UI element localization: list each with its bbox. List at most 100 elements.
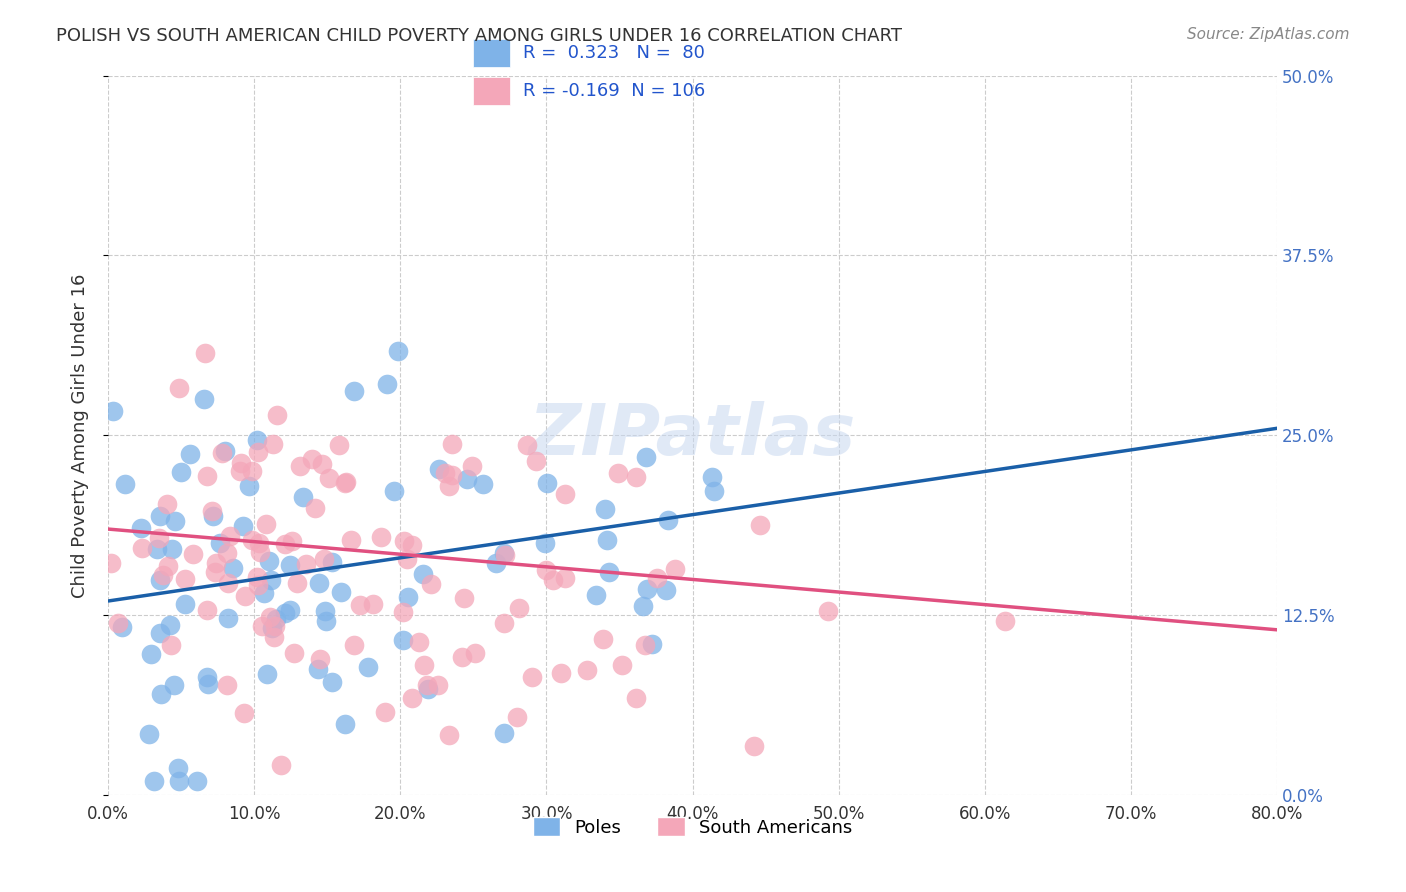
Point: [391, 606, 413, 620]
Point: [333, 475, 356, 490]
Point: [160, 542, 183, 557]
Point: [817, 604, 839, 618]
Point: [270, 758, 292, 772]
Point: [111, 620, 134, 634]
Point: [328, 438, 350, 452]
Point: [536, 476, 558, 491]
Point: [520, 670, 543, 684]
Point: [149, 626, 172, 640]
Point: [453, 591, 475, 605]
Point: [343, 639, 366, 653]
Text: Source: ZipAtlas.com: Source: ZipAtlas.com: [1187, 27, 1350, 42]
Point: [202, 509, 225, 524]
Point: [233, 706, 256, 720]
Point: [159, 617, 181, 632]
Point: [461, 459, 484, 474]
Point: [221, 561, 243, 575]
Point: [534, 535, 557, 549]
Point: [634, 638, 657, 652]
Point: [195, 469, 218, 483]
Point: [253, 585, 276, 599]
Point: [440, 437, 463, 451]
Point: [281, 533, 304, 548]
Point: [238, 479, 260, 493]
Point: [208, 535, 231, 549]
Point: [387, 343, 409, 358]
Point: [349, 598, 371, 612]
Point: [394, 534, 416, 549]
Point: [274, 537, 297, 551]
Text: ZIPatlas: ZIPatlas: [529, 401, 856, 470]
Point: [471, 477, 494, 491]
Point: [219, 529, 242, 543]
Point: [149, 509, 172, 524]
Point: [264, 619, 287, 633]
Point: [395, 552, 418, 566]
Point: [624, 470, 647, 484]
Point: [169, 465, 191, 479]
Point: [254, 517, 277, 532]
Point: [163, 678, 186, 692]
Point: [211, 445, 233, 459]
Point: [554, 571, 576, 585]
Point: [451, 649, 474, 664]
Point: [427, 462, 450, 476]
Point: [321, 674, 343, 689]
Point: [156, 497, 179, 511]
Point: [307, 662, 329, 676]
Text: POLISH VS SOUTH AMERICAN CHILD POVERTY AMONG GIRLS UNDER 16 CORRELATION CHART: POLISH VS SOUTH AMERICAN CHILD POVERTY A…: [56, 27, 903, 45]
Point: [657, 513, 679, 527]
Point: [179, 447, 201, 461]
Point: [278, 603, 301, 617]
Point: [416, 678, 439, 692]
Point: [401, 691, 423, 706]
Point: [142, 774, 165, 789]
Point: [408, 635, 430, 649]
Point: [304, 500, 326, 515]
Point: [288, 458, 311, 473]
Point: [204, 556, 226, 570]
Point: [156, 558, 179, 573]
Point: [585, 588, 607, 602]
Bar: [474, 39, 510, 68]
Point: [139, 647, 162, 661]
Legend: Poles, South Americans: Poles, South Americans: [526, 810, 859, 844]
Point: [575, 663, 598, 677]
Point: [506, 710, 529, 724]
Point: [160, 638, 183, 652]
Point: [165, 514, 187, 528]
Point: [149, 573, 172, 587]
Point: [181, 547, 204, 561]
Point: [427, 677, 450, 691]
Point: [516, 437, 538, 451]
Point: [195, 670, 218, 684]
Point: [311, 457, 333, 471]
Point: [264, 612, 287, 626]
Point: [249, 544, 271, 558]
Point: [259, 609, 281, 624]
Point: [266, 408, 288, 422]
Point: [596, 533, 619, 548]
Point: [260, 621, 283, 635]
Point: [204, 565, 226, 579]
Point: [169, 381, 191, 395]
Point: [343, 384, 366, 399]
Point: [464, 646, 486, 660]
Point: [217, 575, 239, 590]
Point: [197, 677, 219, 691]
Point: [194, 345, 217, 359]
Point: [494, 548, 516, 562]
Point: [318, 471, 340, 485]
Point: [146, 541, 169, 556]
Point: [256, 667, 278, 681]
Point: [592, 632, 614, 646]
Point: [631, 599, 654, 613]
Point: [433, 466, 456, 480]
Point: [285, 575, 308, 590]
Point: [262, 436, 284, 450]
Point: [536, 563, 558, 577]
Point: [994, 614, 1017, 628]
Point: [174, 572, 197, 586]
Point: [260, 574, 283, 588]
Point: [321, 555, 343, 569]
